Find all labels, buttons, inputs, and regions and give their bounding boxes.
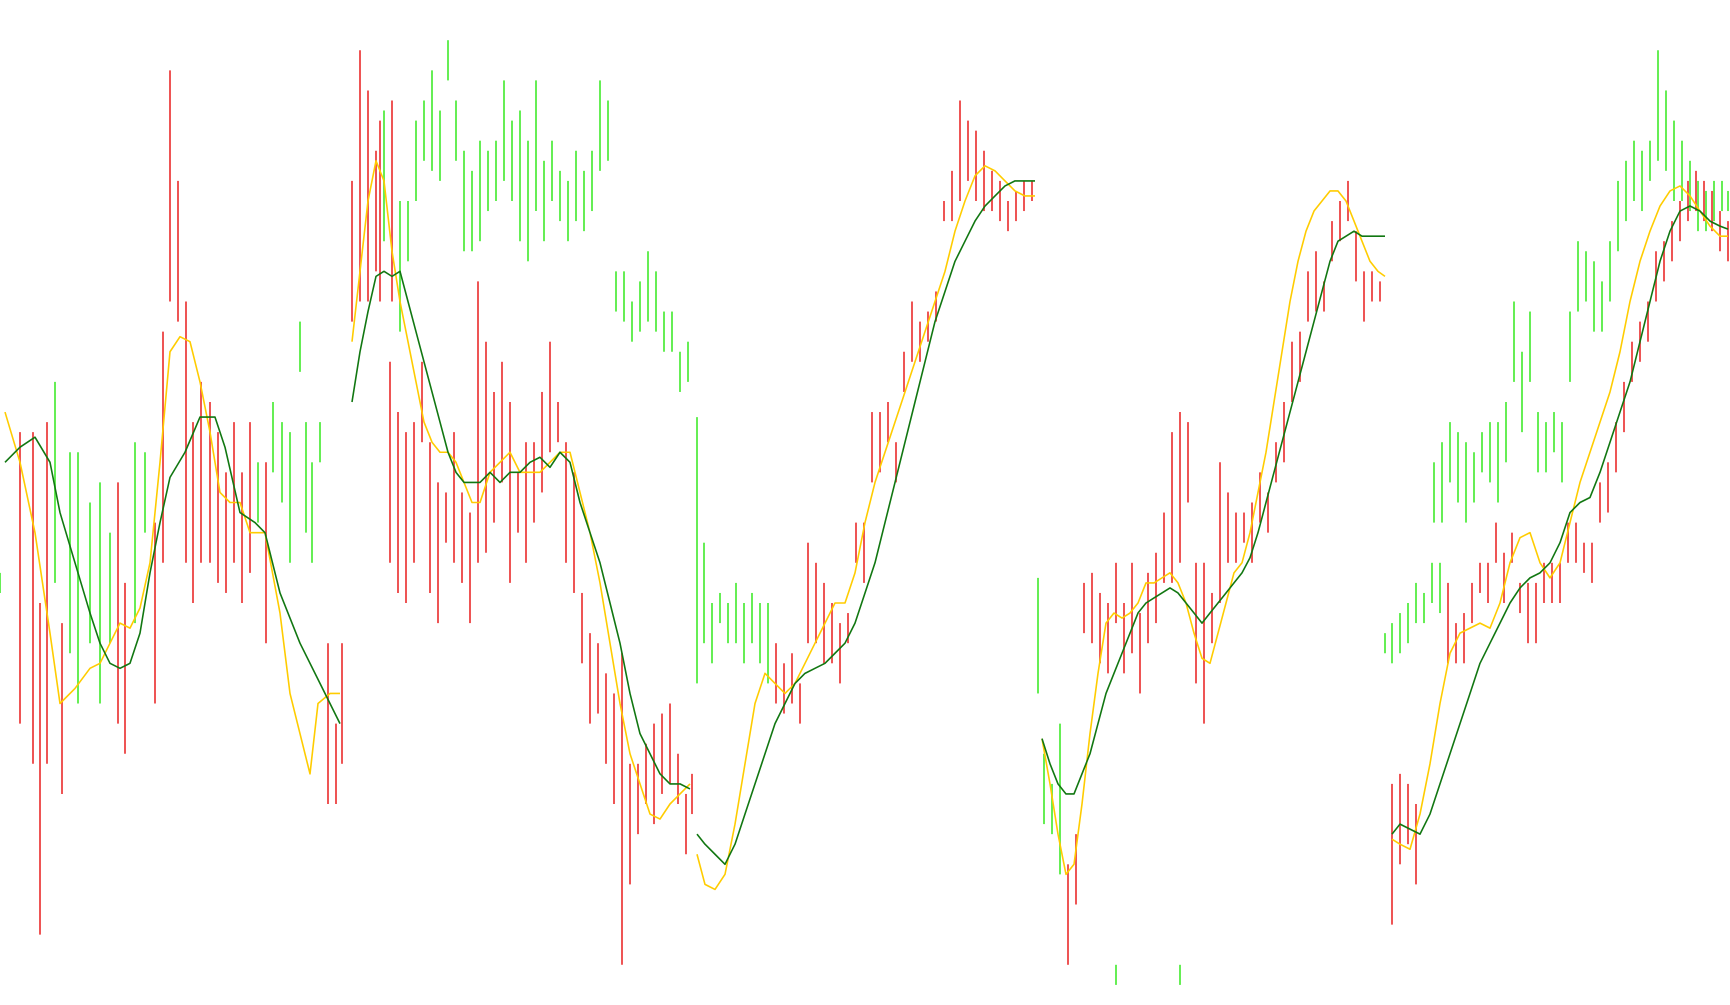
slow-average-line	[1041, 230, 1385, 795]
slow-average-line	[696, 180, 1035, 866]
fast-average-line	[1391, 185, 1728, 851]
fast-average-line	[351, 160, 691, 820]
slow-average-line	[4, 416, 341, 724]
fast-average-line	[1041, 190, 1386, 876]
slow-average-line	[351, 270, 691, 790]
bars-layer	[0, 40, 1729, 985]
slow-average-line	[1391, 205, 1729, 835]
fast-average-line	[696, 165, 1035, 891]
lines-layer	[4, 160, 1729, 891]
fast-average-line	[4, 335, 340, 775]
